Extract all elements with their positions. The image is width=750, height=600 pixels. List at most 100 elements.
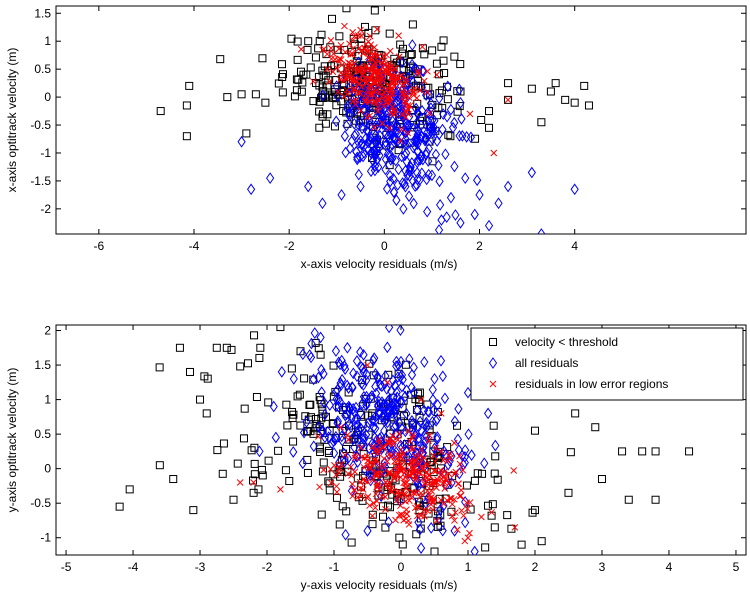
data-point-square [315, 81, 324, 90]
data-point-cross [406, 471, 413, 479]
data-point-square [537, 118, 546, 127]
data-point-square [530, 426, 539, 435]
data-point-cross [349, 50, 356, 58]
y-tick-label: -0.5 [30, 118, 51, 132]
data-point-diamond [309, 373, 318, 386]
data-point-cross [405, 521, 413, 528]
data-point-diamond [377, 464, 387, 477]
data-point-diamond [458, 130, 467, 142]
data-point-diamond [337, 354, 346, 367]
data-point-diamond [390, 133, 399, 146]
data-point-square [477, 116, 486, 125]
data-point-square [250, 459, 259, 468]
data-point-diamond [475, 189, 484, 201]
x-tick-label: -2 [262, 560, 273, 574]
y-tick-label: -2 [40, 202, 51, 216]
data-point-cross [431, 458, 439, 465]
data-point-square [288, 414, 297, 423]
data-point-diamond [430, 114, 439, 127]
data-point-cross [386, 480, 394, 488]
data-point-diamond [404, 190, 414, 203]
data-point-cross [439, 479, 447, 487]
data-point-diamond [407, 157, 416, 169]
data-point-square [239, 434, 248, 443]
data-point-diamond [333, 415, 342, 428]
data-point-cross [344, 470, 352, 478]
data-point-diamond [359, 366, 368, 378]
data-point-diamond [332, 115, 341, 128]
data-point-cross [401, 107, 409, 115]
data-point-diamond [335, 395, 345, 408]
data-point-diamond [433, 431, 442, 443]
data-point-diamond [356, 422, 365, 435]
data-point-diamond [385, 396, 394, 409]
data-point-square [408, 20, 417, 29]
data-point-cross [438, 470, 446, 478]
data-point-cross [374, 107, 382, 115]
data-point-square [223, 93, 232, 102]
data-point-diamond [409, 361, 418, 374]
data-point-cross [416, 86, 424, 94]
data-point-square [368, 510, 377, 519]
data-point-diamond [402, 147, 411, 159]
data-point-diamond [388, 115, 397, 128]
data-point-square [491, 452, 500, 461]
data-point-cross [380, 88, 388, 96]
y-tick-label: -1 [40, 531, 51, 545]
data-point-cross [343, 86, 351, 94]
data-point-diamond [342, 119, 351, 132]
data-point-diamond [357, 139, 367, 151]
data-point-diamond [356, 346, 365, 358]
data-point-cross [510, 467, 518, 474]
data-point-diamond [428, 393, 437, 406]
data-point-diamond [353, 151, 362, 164]
data-point-cross [397, 473, 405, 481]
data-point-diamond [413, 124, 423, 137]
data-point-diamond [378, 410, 387, 423]
data-point-square [287, 34, 296, 43]
data-point-cross [334, 88, 342, 96]
data-point-diamond [354, 168, 363, 181]
data-point-cross [430, 452, 437, 460]
data-point-diamond [407, 414, 417, 427]
data-point-cross [422, 469, 430, 477]
data-point-diamond [349, 367, 358, 380]
data-point-cross [400, 490, 408, 498]
data-point-square [651, 495, 660, 504]
data-point-square [488, 500, 497, 509]
data-point-square [125, 485, 134, 494]
data-point-diamond [410, 139, 419, 152]
data-point-cross [327, 479, 335, 487]
data-point-diamond [381, 136, 390, 149]
data-point-square [264, 398, 273, 407]
data-point-cross [398, 467, 406, 474]
data-point-diamond [395, 137, 405, 150]
data-point-diamond [400, 439, 409, 451]
data-point-diamond [341, 409, 350, 422]
data-point-diamond [352, 431, 361, 443]
data-point-cross [326, 78, 333, 85]
data-point-cross [378, 93, 386, 100]
data-point-square [561, 95, 570, 104]
data-point-square [303, 426, 312, 435]
data-point-diamond [334, 400, 343, 413]
data-point-diamond [411, 429, 420, 441]
data-point-square [584, 101, 593, 110]
data-point-square [440, 69, 449, 78]
y-tick-label: 1.5 [34, 358, 51, 372]
data-point-cross [400, 450, 408, 458]
data-point-diamond [397, 85, 406, 98]
data-point-cross [395, 511, 403, 519]
data-point-square [277, 60, 286, 69]
data-point-cross [426, 431, 433, 439]
data-point-diamond [386, 175, 395, 188]
data-point-square [276, 325, 285, 332]
data-point-diamond [374, 395, 384, 408]
data-point-cross [387, 486, 394, 494]
data-point-cross [357, 26, 364, 34]
data-point-diamond [453, 433, 463, 446]
data-point-diamond [359, 390, 369, 403]
data-point-cross [424, 487, 431, 495]
data-point-square [307, 413, 316, 422]
data-point-diamond [421, 418, 430, 431]
